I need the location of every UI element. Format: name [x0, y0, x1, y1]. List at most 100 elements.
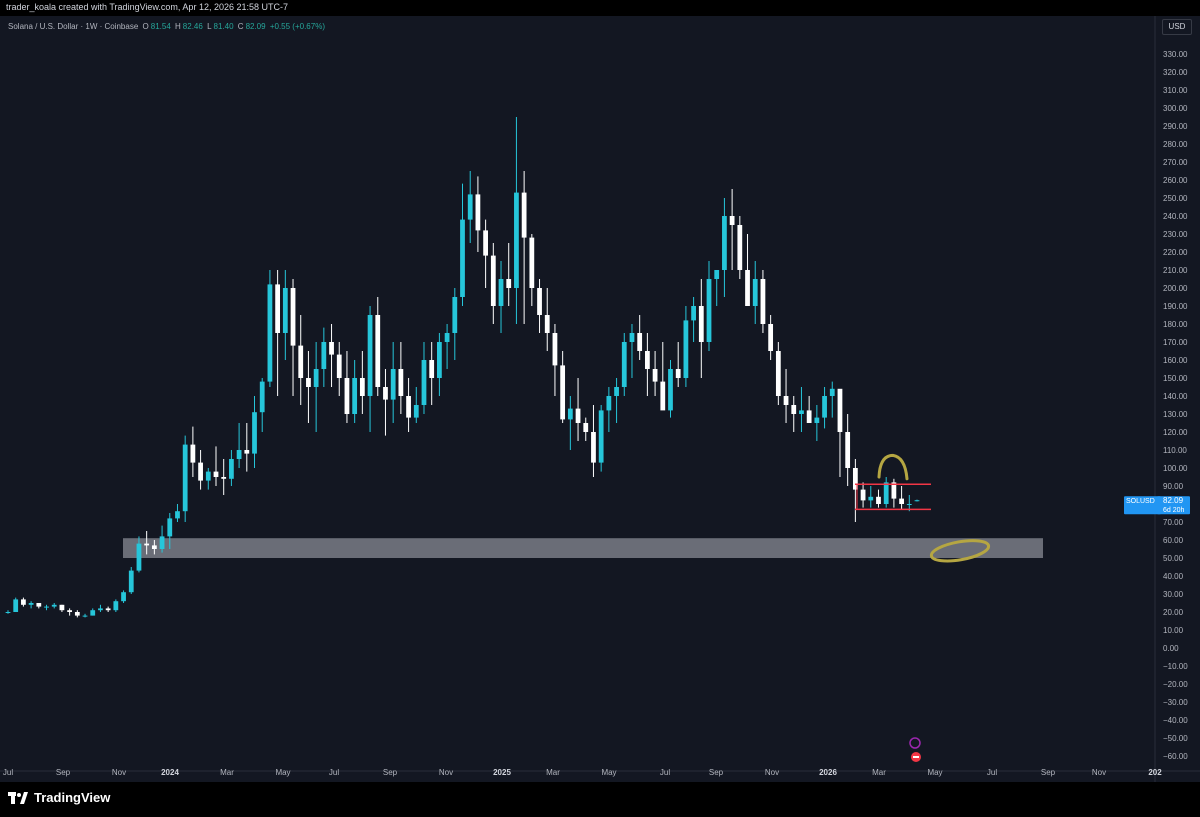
y-tick-label: −40.00	[1163, 716, 1188, 725]
candle-body	[267, 284, 273, 382]
candle-body	[483, 230, 488, 256]
candle-body	[852, 468, 858, 490]
candle-body	[606, 396, 612, 411]
candle-body	[398, 369, 404, 396]
top-bar: trader_koala created with TradingView.co…	[0, 0, 1200, 16]
candle-body	[644, 351, 650, 369]
candle-body	[567, 408, 573, 420]
y-tick-label: 0.00	[1163, 644, 1179, 653]
candle-body	[637, 333, 643, 351]
earnings-marker-glyph	[913, 756, 919, 758]
candle-body	[383, 387, 388, 400]
candle-body	[213, 471, 219, 477]
tradingview-logo-icon	[8, 791, 28, 804]
candle-body	[306, 378, 311, 387]
candle-body	[467, 194, 473, 220]
x-tick-label: Nov	[439, 768, 453, 777]
candle-body	[791, 405, 797, 414]
low-label: L	[207, 22, 212, 31]
candle-body	[529, 237, 535, 288]
candle-body	[906, 504, 912, 505]
x-tick-label: May	[275, 768, 290, 777]
y-tick-label: 300.00	[1163, 104, 1188, 113]
x-tick-label: Mar	[872, 768, 886, 777]
y-tick-label: 60.00	[1163, 536, 1184, 545]
candle-body	[806, 410, 812, 423]
candle-body	[783, 396, 789, 405]
candle-body	[275, 284, 281, 333]
currency-button[interactable]: USD	[1162, 19, 1192, 35]
low-value: 81.40	[213, 22, 234, 31]
candle-body	[899, 498, 904, 504]
candle-body	[629, 333, 635, 342]
y-tick-label: 310.00	[1163, 86, 1188, 95]
y-tick-label: 170.00	[1163, 338, 1188, 347]
candle-body	[860, 489, 866, 501]
y-tick-label: 260.00	[1163, 176, 1188, 185]
candle-body	[244, 450, 250, 454]
tradingview-brand[interactable]: TradingView	[8, 790, 110, 805]
y-tick-label: −20.00	[1163, 680, 1188, 689]
candle-body	[745, 270, 750, 306]
candlestick-chart[interactable]: 330.00 320.00 310.00 300.00 290.00 280.00 270.…	[0, 16, 1200, 782]
x-tick-label: 2024	[161, 768, 179, 777]
candle-body	[5, 612, 11, 613]
candle-body	[113, 601, 119, 611]
x-tick-label: Nov	[765, 768, 779, 777]
candle-body	[190, 444, 196, 463]
y-tick-label: 230.00	[1163, 230, 1188, 239]
candle-body	[537, 288, 542, 315]
close-label: C	[237, 22, 244, 31]
x-tick-label: May	[601, 768, 616, 777]
x-tick-label: May	[927, 768, 942, 777]
candle-body	[822, 396, 827, 418]
candle-body	[614, 387, 619, 396]
change-value: +0.55 (+0.67%)	[269, 22, 325, 31]
candle-body	[845, 432, 851, 468]
countdown-label: 6d 20h	[1163, 507, 1185, 514]
candle-body	[82, 615, 88, 617]
candle-body	[652, 369, 658, 382]
candle-body	[159, 536, 165, 549]
candle-body	[229, 459, 234, 479]
candle-body	[814, 417, 820, 423]
candle-body	[714, 270, 720, 279]
candle-body	[282, 288, 288, 333]
y-tick-label: 330.00	[1163, 50, 1188, 59]
candle-body	[914, 500, 920, 502]
symbol-price-tag-bg	[1124, 496, 1161, 515]
candle-body	[668, 369, 673, 411]
high-label: H	[175, 22, 181, 31]
candle-body	[768, 324, 774, 351]
x-tick-label: Sep	[56, 768, 71, 777]
y-tick-label: 70.00	[1163, 518, 1184, 527]
candle-body	[367, 315, 373, 396]
chart-area[interactable]	[0, 16, 1200, 782]
candle-body	[336, 354, 342, 378]
candle-body	[298, 345, 304, 378]
candle-body	[121, 592, 126, 602]
y-tick-label: 280.00	[1163, 140, 1188, 149]
candle-body	[868, 496, 874, 501]
x-tick-label: Mar	[220, 768, 234, 777]
candle-body	[706, 279, 712, 342]
candle-body	[51, 604, 57, 607]
candle-body	[598, 410, 604, 463]
open-value: 81.54	[150, 22, 171, 31]
support-zone	[123, 538, 1043, 558]
candle-body	[252, 412, 257, 454]
candle-body	[198, 462, 203, 481]
candle-body	[837, 388, 843, 432]
candle-body	[775, 351, 781, 396]
candle-body	[375, 315, 381, 387]
candle-body	[21, 599, 26, 605]
y-tick-label: 30.00	[1163, 590, 1184, 599]
highlight-arc-top	[877, 453, 909, 481]
candle-body	[28, 603, 34, 605]
y-tick-label: 210.00	[1163, 266, 1188, 275]
y-tick-label: −50.00	[1163, 734, 1188, 743]
candle-body	[722, 216, 727, 270]
candle-body	[98, 608, 103, 611]
candle-body	[675, 369, 681, 378]
candle-body	[514, 192, 519, 288]
